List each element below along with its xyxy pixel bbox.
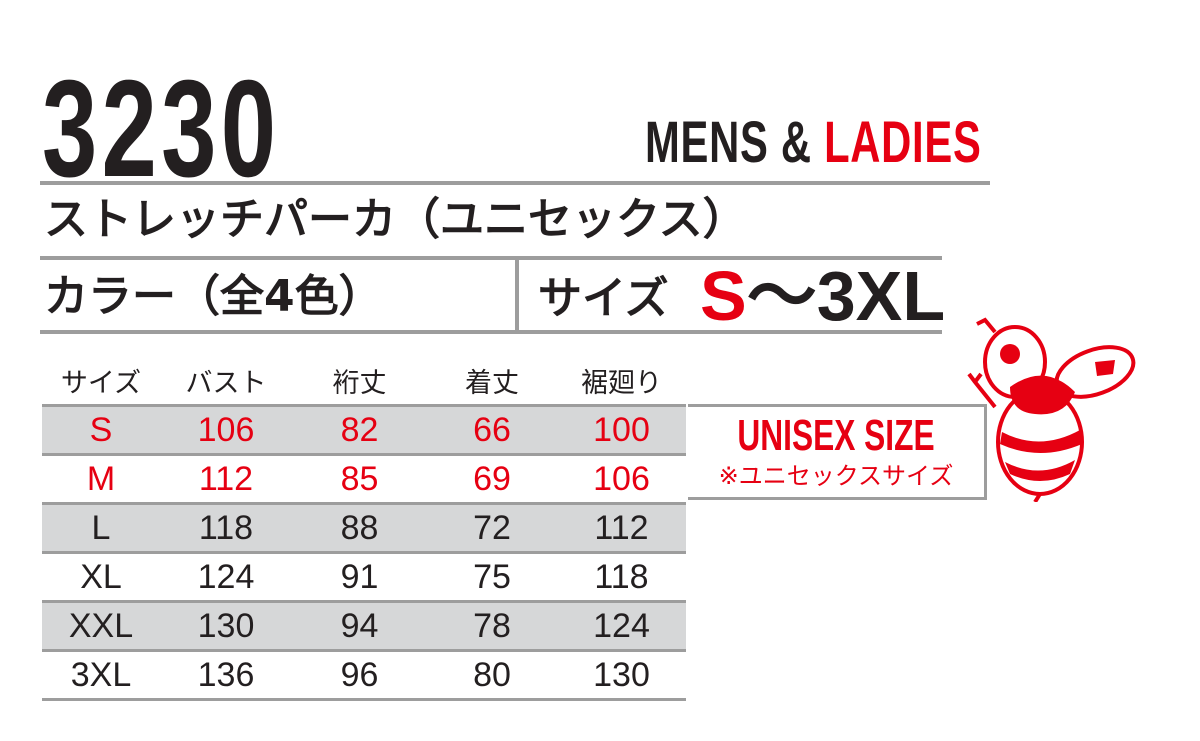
- table-header: サイズ バスト 裄丈 着丈 裾廻り: [42, 356, 686, 406]
- size-range-start: S: [700, 257, 747, 335]
- size-label: サイズ: [538, 273, 669, 324]
- cell-hem: 112: [557, 502, 686, 553]
- divider: [40, 330, 942, 334]
- cell-bust: 124: [160, 551, 292, 602]
- cell-sleeve: 82: [292, 404, 427, 455]
- product-name: ストレッチパーカ（ユニセックス）: [44, 194, 747, 245]
- table-row: 3XL 136 96 80 130: [42, 649, 686, 701]
- cell-size: S: [42, 404, 160, 455]
- cell-bust: 130: [160, 600, 292, 651]
- cell-bust: 136: [160, 649, 292, 701]
- cell-size: M: [42, 453, 160, 504]
- cell-length: 80: [427, 649, 557, 701]
- bee-icon: [967, 317, 1136, 502]
- cell-hem: 124: [557, 600, 686, 651]
- ladies-label: LADIES: [824, 110, 982, 175]
- unisex-box: UNISEX SIZE ※ユニセックスサイズ: [688, 404, 987, 500]
- divider: [40, 256, 942, 260]
- unisex-note: ※ユニセックスサイズ: [718, 462, 954, 490]
- cell-size: XL: [42, 551, 160, 602]
- cell-sleeve: 96: [292, 649, 427, 701]
- divider-vertical: [515, 258, 519, 334]
- cell-length: 69: [427, 453, 557, 504]
- cell-length: 75: [427, 551, 557, 602]
- header-hem: 裾廻り: [581, 367, 662, 399]
- cell-hem: 106: [557, 453, 686, 504]
- mens-label: MENS &: [645, 110, 812, 175]
- cell-size: XXL: [42, 600, 160, 651]
- size-range-end: 〜3XL: [746, 257, 946, 335]
- cell-bust: 118: [160, 502, 292, 553]
- cell-sleeve: 91: [292, 551, 427, 602]
- size-range: S〜3XL: [700, 258, 945, 334]
- cell-length: 78: [427, 600, 557, 651]
- table-row: XXL 130 94 78 124: [42, 600, 686, 651]
- cell-sleeve: 85: [292, 453, 427, 504]
- color-label: カラー（全4色）: [44, 271, 383, 322]
- cell-hem: 130: [557, 649, 686, 701]
- size-table: サイズ バスト 裄丈 着丈 裾廻り S 106 82 66 100 M 112 85 69 106…: [42, 356, 686, 701]
- table-row: M 112 85 69 106: [42, 453, 686, 504]
- cell-bust: 112: [160, 453, 292, 504]
- cell-sleeve: 94: [292, 600, 427, 651]
- cell-length: 66: [427, 404, 557, 455]
- cell-sleeve: 88: [292, 502, 427, 553]
- cell-size: 3XL: [42, 649, 160, 701]
- gender-label: MENS & LADIES: [645, 112, 982, 174]
- table-row: S 106 82 66 100: [42, 404, 686, 455]
- table-row: L 118 88 72 112: [42, 502, 686, 553]
- header-size: サイズ: [60, 367, 142, 399]
- cell-bust: 106: [160, 404, 292, 455]
- divider: [40, 181, 990, 185]
- cell-size: L: [42, 502, 160, 553]
- table-row: XL 124 91 75 118: [42, 551, 686, 602]
- cell-hem: 118: [557, 551, 686, 602]
- unisex-title: UNISEX SIZE: [737, 411, 935, 460]
- header-sleeve: 裄丈: [332, 367, 387, 399]
- cell-length: 72: [427, 502, 557, 553]
- header-bust: バスト: [185, 367, 267, 399]
- model-number: 3230: [42, 52, 281, 206]
- cell-hem: 100: [557, 404, 686, 455]
- header-length: 着丈: [465, 367, 519, 399]
